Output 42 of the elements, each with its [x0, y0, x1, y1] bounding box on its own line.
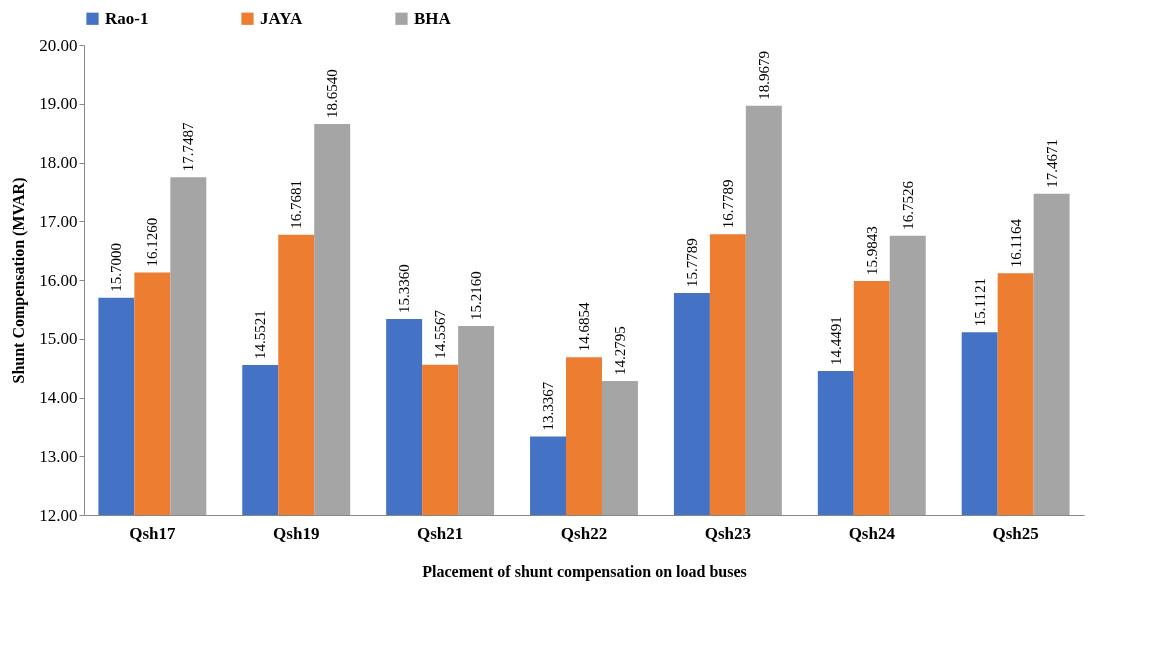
legend-label: BHA — [414, 8, 452, 28]
data-label: 14.4491 — [827, 316, 844, 366]
data-label: 16.1164 — [1007, 218, 1024, 268]
x-axis-title: Placement of shunt compensation on load buses — [422, 562, 747, 581]
x-tick-label: Qsh19 — [273, 523, 320, 543]
x-tick-label: Qsh17 — [129, 523, 176, 543]
x-tick-label: Qsh24 — [848, 523, 896, 543]
data-label: 13.3367 — [540, 381, 557, 431]
y-axis-title: Shunt Compensation (MVAR) — [10, 177, 29, 384]
y-tick-label: 19.00 — [39, 94, 78, 114]
y-tick-label: 15.00 — [39, 329, 78, 349]
data-label: 14.6854 — [576, 301, 592, 352]
legend-label: Rao-1 — [105, 8, 149, 28]
data-label: 15.7000 — [108, 242, 125, 292]
y-tick-label: 14.00 — [39, 388, 78, 407]
data-label: 18.6540 — [324, 69, 341, 119]
data-label: 15.1121 — [971, 277, 988, 327]
data-label: 14.5567 — [432, 309, 449, 359]
y-tick-label: 12.00 — [39, 505, 78, 525]
x-tick-label: Qsh25 — [992, 523, 1039, 543]
y-tick-label: 18.00 — [39, 153, 78, 172]
data-label: 15.3360 — [396, 264, 413, 314]
data-label: 16.7526 — [899, 180, 916, 230]
data-label: 17.7487 — [180, 122, 197, 172]
legend-label: JAYA — [260, 8, 303, 28]
data-label: 15.2160 — [468, 271, 485, 321]
data-label: 15.7789 — [683, 238, 700, 287]
x-tick-label: Qsh22 — [560, 523, 608, 543]
data-label: 16.1260 — [144, 217, 161, 267]
x-tick-label: Qsh23 — [704, 523, 752, 543]
data-label: 15.9843 — [863, 226, 880, 275]
data-label: 16.7681 — [288, 180, 305, 229]
y-tick-label: 16.00 — [39, 270, 78, 290]
y-tick-label: 20.00 — [39, 35, 78, 55]
y-tick-label: 17.00 — [39, 211, 78, 231]
x-tick-label: Qsh21 — [416, 523, 464, 543]
data-label: 18.9679 — [755, 50, 772, 100]
y-tick-label: 13.00 — [39, 446, 78, 466]
data-label: 14.5521 — [252, 310, 269, 360]
data-label: 16.7789 — [719, 179, 736, 229]
data-label: 14.2795 — [611, 326, 628, 376]
data-label: 17.4671 — [1043, 139, 1060, 188]
